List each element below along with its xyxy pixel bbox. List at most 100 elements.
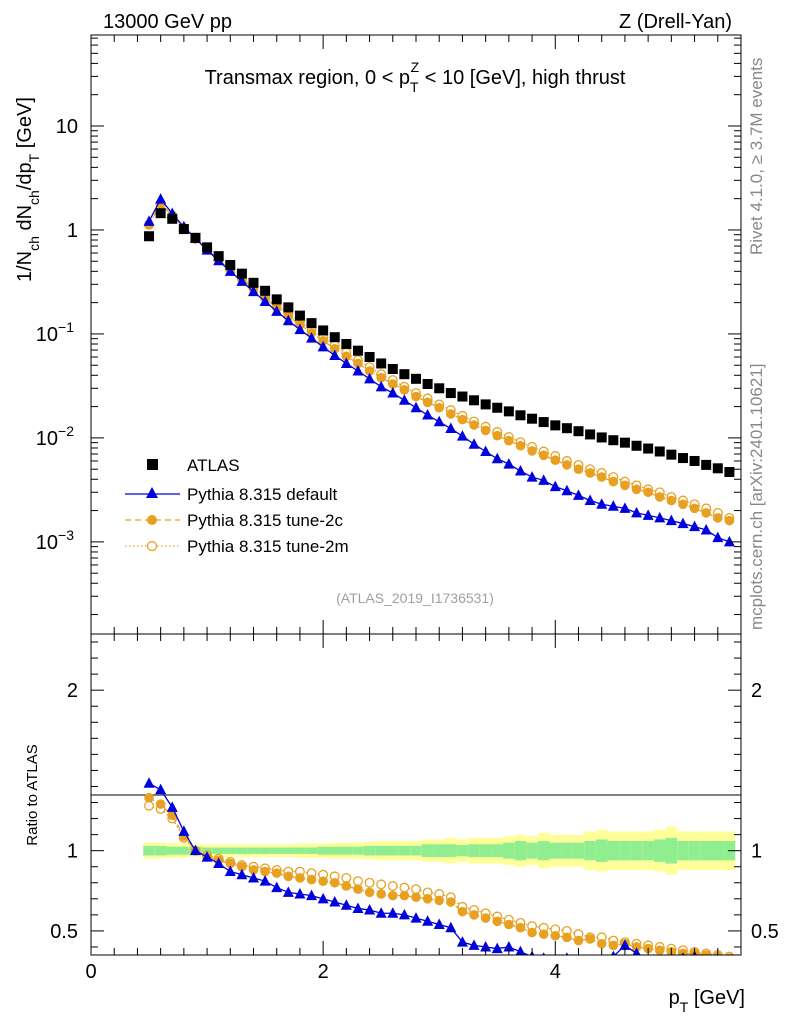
band-inner-bin	[491, 844, 504, 858]
band-inner-bin	[247, 847, 260, 854]
data-point	[585, 429, 596, 440]
ratio-point	[654, 945, 665, 955]
ratio-point	[480, 940, 492, 952]
series-atlas	[144, 208, 735, 477]
ratio-point	[178, 825, 190, 836]
ratio-point	[608, 940, 619, 951]
data-point	[689, 503, 700, 514]
data-point	[202, 242, 213, 253]
data-point	[456, 430, 468, 441]
ratio-point	[364, 887, 375, 898]
ratio-point	[457, 906, 468, 917]
ratio-y-tick-label-left: 0.5	[50, 921, 78, 943]
data-point	[608, 435, 619, 446]
band-inner-bin	[630, 841, 643, 861]
band-inner-bin	[236, 847, 248, 854]
data-point	[178, 224, 189, 235]
data-point	[678, 499, 688, 510]
data-point	[620, 480, 630, 491]
watermark: (ATLAS_2019_I1736531)	[336, 590, 494, 606]
data-point	[259, 295, 271, 307]
ratio-point	[271, 868, 282, 878]
ratio-point	[411, 892, 421, 903]
ratio-point	[681, 952, 685, 955]
data-point	[503, 406, 514, 417]
data-point	[341, 351, 352, 362]
ratio-series-pythia-8-315-tune-2c	[144, 792, 733, 955]
ratio-point	[527, 927, 537, 938]
ratio-point	[375, 907, 387, 918]
data-point	[561, 423, 572, 434]
data-point	[607, 500, 619, 511]
ratio-point	[619, 939, 631, 950]
ratio-point	[538, 929, 549, 939]
data-point	[306, 332, 318, 343]
data-point	[491, 452, 503, 464]
data-point	[642, 509, 654, 520]
band-inner-bin	[317, 846, 329, 855]
data-point	[422, 409, 434, 420]
band-inner-bin	[363, 845, 376, 856]
ratio-point	[585, 934, 595, 944]
data-point	[538, 417, 549, 428]
x-tick-label: 0	[85, 961, 96, 983]
data-point	[271, 305, 283, 316]
ratio-point	[353, 876, 363, 887]
ratio-point	[701, 950, 711, 955]
ratio-point	[166, 801, 178, 812]
data-point	[411, 373, 421, 384]
data-point	[445, 388, 456, 399]
y-tick-label: 10−3	[36, 527, 74, 554]
data-point	[317, 340, 329, 352]
data-point	[480, 399, 491, 410]
data-point	[329, 332, 340, 343]
ratio-point	[283, 871, 294, 882]
band-inner-bin	[526, 842, 538, 859]
ratio-point	[611, 950, 616, 955]
ratio-point	[155, 783, 167, 795]
ratio-point	[341, 881, 352, 891]
ratio-point	[632, 947, 641, 955]
main-title: Transmax region, 0 < pTZ < 10 [GeV], hig…	[205, 59, 626, 95]
data-point	[538, 450, 549, 461]
band-inner-bin	[445, 844, 457, 858]
svg-text:Pythia 8.315 tune-2c: Pythia 8.315 tune-2c	[187, 511, 343, 530]
band-inner-bin	[178, 846, 190, 855]
ratio-point	[144, 792, 154, 803]
ratio-point	[387, 890, 398, 901]
main-series-layer	[143, 193, 735, 547]
legend-default: Pythia 8.315 default	[125, 485, 338, 504]
ratio-point	[189, 844, 201, 856]
band-inner-bin	[503, 842, 515, 859]
legend-tune-2m: Pythia 8.315 tune-2m	[125, 537, 349, 556]
ratio-y-tick-label-right: 0.5	[751, 921, 779, 943]
ratio-point	[248, 865, 259, 875]
data-point	[527, 446, 537, 456]
data-point	[375, 380, 387, 392]
ratio-point	[306, 874, 317, 885]
data-point	[701, 459, 712, 470]
ratio-point	[565, 952, 569, 955]
band-inner-bin	[421, 844, 434, 858]
ratio-point	[352, 902, 364, 913]
main-panel: 10−3 10−2 10−1 1 10 Transmax region, 0 < pTZ…	[14, 34, 742, 635]
data-point	[631, 484, 642, 495]
ratio-point	[433, 918, 445, 930]
data-point	[701, 508, 711, 518]
data-point	[712, 513, 723, 523]
data-point	[387, 379, 398, 389]
band-inner-bin	[410, 845, 422, 856]
ratio-point	[282, 886, 294, 897]
data-point	[411, 391, 421, 402]
ratio-frame	[90, 633, 742, 956]
data-point	[480, 445, 492, 456]
band-inner-bin	[595, 839, 608, 862]
rivet-label: Rivet 4.1.0, ≥ 3.7M events	[747, 58, 766, 255]
data-point	[573, 464, 584, 475]
ratio-point	[271, 881, 283, 893]
ratio-point	[364, 904, 376, 915]
band-inner-bin	[584, 841, 596, 861]
data-point	[294, 310, 305, 321]
ratio-point	[294, 888, 306, 899]
ratio-point	[376, 889, 386, 899]
